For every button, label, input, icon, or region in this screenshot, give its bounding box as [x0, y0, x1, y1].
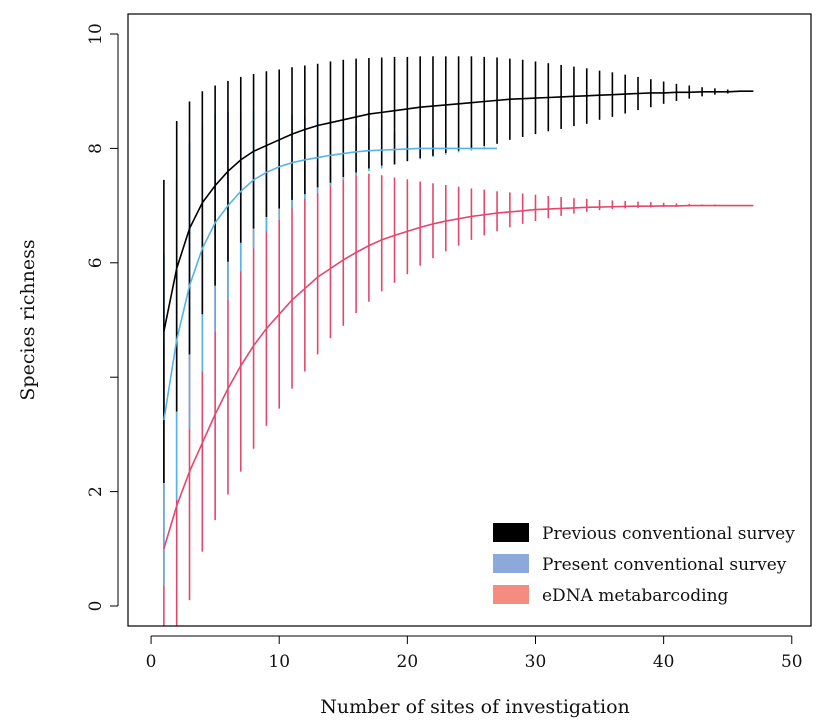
mean-lines-layer — [163, 90, 754, 550]
mean-line-edna — [163, 204, 754, 550]
legend: Previous conventional survey Present con… — [493, 523, 795, 606]
mean-line-present — [163, 147, 498, 421]
legend-swatch-edna — [493, 585, 529, 604]
mean-line-previous — [163, 90, 754, 332]
x-tick-label-30: 30 — [525, 652, 547, 672]
plot-frame — [127, 13, 812, 627]
y-tick-label-10: 10 — [86, 23, 106, 45]
x-axis: 0 10 20 30 40 50 — [146, 635, 803, 672]
legend-label-present: Present conventional survey — [542, 555, 787, 575]
legend-swatch-present — [493, 554, 529, 573]
axes-layer: 0 10 20 30 40 50 0 2 6 8 10 — [86, 23, 803, 672]
x-tick-label-20: 20 — [397, 652, 419, 672]
legend-swatch-previous — [493, 523, 529, 542]
y-tick-label-2: 2 — [86, 486, 106, 497]
error-bars-previous — [163, 56, 742, 484]
x-tick-label-0: 0 — [146, 652, 157, 672]
x-tick-label-40: 40 — [653, 652, 675, 672]
x-tick-label-50: 50 — [781, 652, 803, 672]
y-axis: 0 2 6 8 10 — [86, 23, 119, 612]
x-axis-title: Number of sites of investigation — [320, 696, 630, 718]
legend-label-edna: eDNA metabarcoding — [542, 586, 729, 606]
y-axis-title: Species richness — [17, 239, 39, 400]
y-tick-label-8: 8 — [86, 143, 106, 154]
x-tick-label-10: 10 — [268, 652, 290, 672]
y-tick-label-6: 6 — [86, 257, 106, 268]
y-tick-label-0: 0 — [86, 601, 106, 612]
legend-label-previous: Previous conventional survey — [542, 524, 795, 544]
